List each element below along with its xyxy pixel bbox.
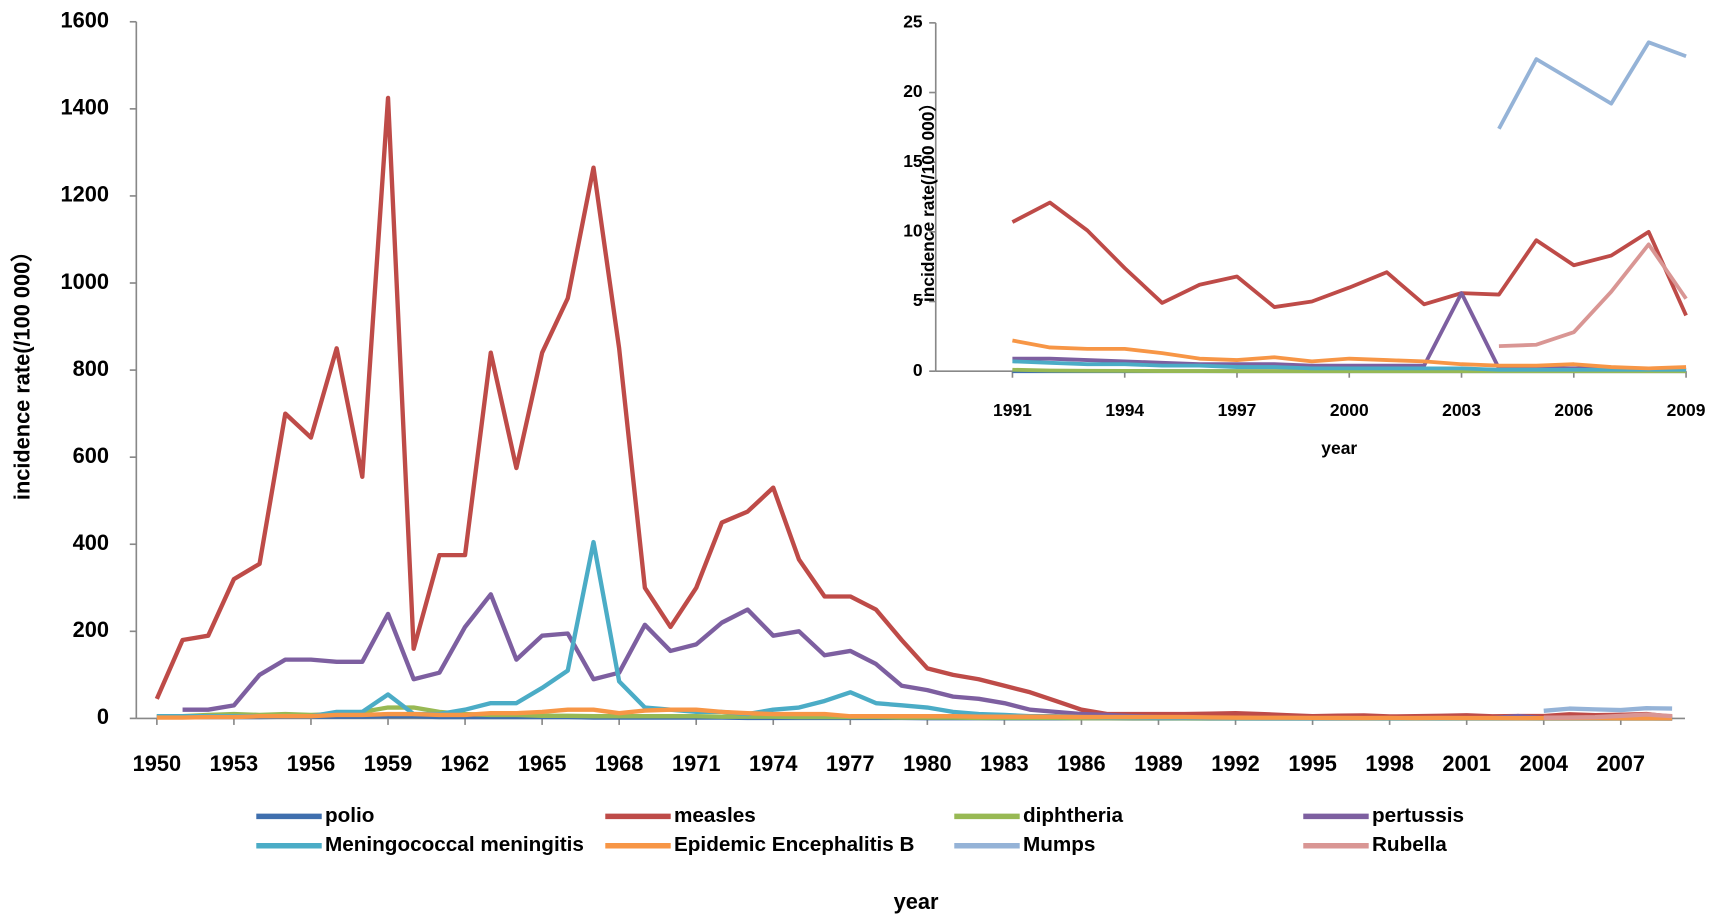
y-tick-label: 0 [913, 360, 923, 380]
series-line [1543, 712, 1673, 720]
x-tick-label: 1994 [1105, 400, 1144, 420]
x-tick-label: 1953 [210, 751, 259, 776]
y-tick-label: 10 [903, 220, 922, 240]
series-line [1012, 359, 1687, 372]
series-line [1543, 706, 1673, 713]
x-tick-label: 1983 [980, 751, 1029, 776]
x-tick-label: 1959 [364, 751, 413, 776]
x-tick-label: 2003 [1442, 400, 1481, 420]
y-tick-label: 1200 [61, 182, 110, 207]
y-axis-label: incidence rate(/100 000） [918, 94, 938, 302]
y-tick-label: 0 [97, 704, 109, 729]
x-tick-label: 2007 [1597, 751, 1646, 776]
x-tick-label: 1998 [1365, 751, 1414, 776]
x-tick-label: 2000 [1330, 400, 1369, 420]
x-tick-label: 1950 [133, 751, 182, 776]
legend-label: polio [325, 804, 374, 827]
y-tick-label: 25 [903, 11, 923, 31]
x-tick-label: 2001 [1442, 751, 1491, 776]
x-tick-label: 1986 [1057, 751, 1106, 776]
y-tick-label: 1400 [61, 95, 110, 120]
y-tick-label: 400 [73, 530, 109, 555]
series-line [1498, 242, 1688, 349]
y-tick-label: 15 [903, 151, 923, 171]
legend-label: Rubella [1372, 833, 1447, 856]
x-tick-label: 1977 [826, 751, 875, 776]
legend-label: measles [674, 804, 756, 827]
y-tick-label: 1600 [61, 8, 110, 33]
y-tick-label: 200 [73, 617, 109, 642]
legend-label: pertussis [1372, 804, 1464, 827]
x-tick-label: 2009 [1667, 400, 1706, 420]
legend-label: Meningococcal meningitis [325, 833, 584, 856]
y-tick-label: 800 [73, 356, 109, 381]
x-tick-label: 1991 [993, 400, 1032, 420]
y-tick-label: 5 [913, 290, 923, 310]
series-line [156, 707, 1673, 721]
x-tick-label: 1968 [595, 751, 644, 776]
legend-label: Mumps [1023, 833, 1095, 856]
y-tick-label: 20 [903, 81, 922, 101]
x-tick-label: 2006 [1554, 400, 1593, 420]
legend-label: diphtheria [1023, 804, 1124, 827]
x-axis-label: year [894, 889, 939, 914]
x-tick-label: 1997 [1218, 400, 1257, 420]
x-tick-label: 1962 [441, 751, 490, 776]
x-tick-label: 2004 [1519, 751, 1568, 776]
x-tick-label: 1980 [903, 751, 952, 776]
x-axis-label: year [1321, 438, 1357, 458]
series-line [1497, 40, 1687, 130]
x-tick-label: 1974 [749, 751, 798, 776]
series-line [1012, 338, 1687, 371]
y-tick-label: 600 [73, 443, 109, 468]
x-tick-label: 1965 [518, 751, 567, 776]
x-tick-label: 1989 [1134, 751, 1183, 776]
x-tick-label: 1992 [1211, 751, 1260, 776]
series-line [182, 592, 1673, 721]
legend-label: Epidemic Encephalitis B [674, 833, 915, 856]
x-tick-label: 1971 [672, 751, 721, 776]
series-line [156, 539, 1673, 721]
y-axis-label: incidence rate(/100 000） [10, 240, 35, 500]
x-tick-label: 1995 [1288, 751, 1337, 776]
series-line [1011, 200, 1688, 317]
x-tick-label: 1956 [287, 751, 336, 776]
y-tick-label: 1000 [61, 269, 110, 294]
